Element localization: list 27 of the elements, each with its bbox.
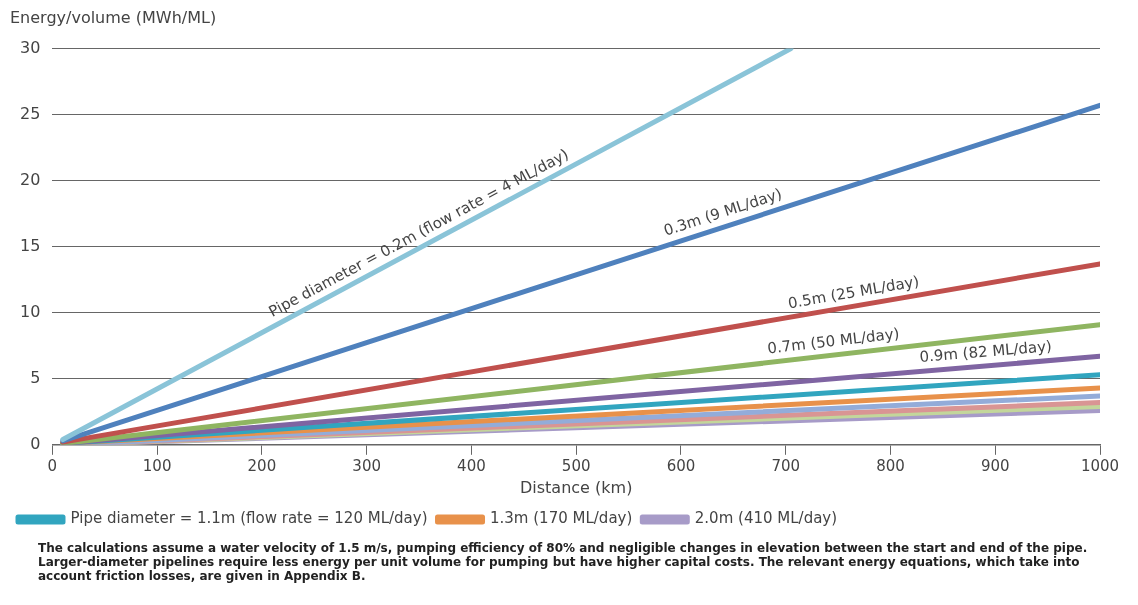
legend-label: 1.3m (170 ML/day): [490, 509, 633, 528]
y-tick-label: 25: [20, 103, 41, 123]
x-tick-label: 900: [980, 456, 1010, 475]
y-tick-label: 15: [20, 235, 41, 255]
annotation: 0.9m (82 ML/day): [918, 336, 1053, 367]
y-tick-label: 10: [20, 301, 41, 321]
x-tick-label: 400: [457, 456, 486, 475]
y-tick-label: 5: [30, 367, 41, 387]
x-tick-label: 200: [247, 456, 277, 475]
legend-label: Pipe diameter = 1.1m (flow rate = 120 ML/day): [70, 509, 428, 528]
annotation: 0.7m (50 ML/day): [766, 324, 901, 358]
y-tick-label: 20: [20, 169, 41, 189]
y-axis-title: Energy/volume (MWh/ML): [10, 8, 218, 27]
annotation: 0.5m (25 ML/day): [786, 272, 921, 313]
x-tick-label: 1000: [1080, 456, 1120, 475]
x-tick-label: 600: [666, 456, 696, 475]
legend-label: 2.0m (410 ML/day): [694, 509, 838, 528]
x-tick-label: 800: [876, 456, 905, 475]
x-axis-title: Distance (km): [519, 477, 633, 497]
x-tick-label: 100: [142, 456, 172, 475]
x-tick-label: 300: [352, 456, 381, 475]
text: The calculations assume a water velocity of 1.5 m/s, pumping efficiency of 80% and negligible changes in elevation between the start and end of the pipe. Larger-diameter pipelines require less energy per unit volume for pumping but have higher capital costs. The relevant energy equations, which take into account friction losses, are given in Appendix B.: [38, 541, 1089, 583]
x-tick-label: 0: [47, 456, 58, 475]
x-tick-label: 700: [771, 456, 801, 475]
y-tick-label: 30: [20, 37, 41, 57]
y-tick-label: 0: [30, 433, 41, 453]
x-tick-label: 500: [561, 456, 591, 475]
